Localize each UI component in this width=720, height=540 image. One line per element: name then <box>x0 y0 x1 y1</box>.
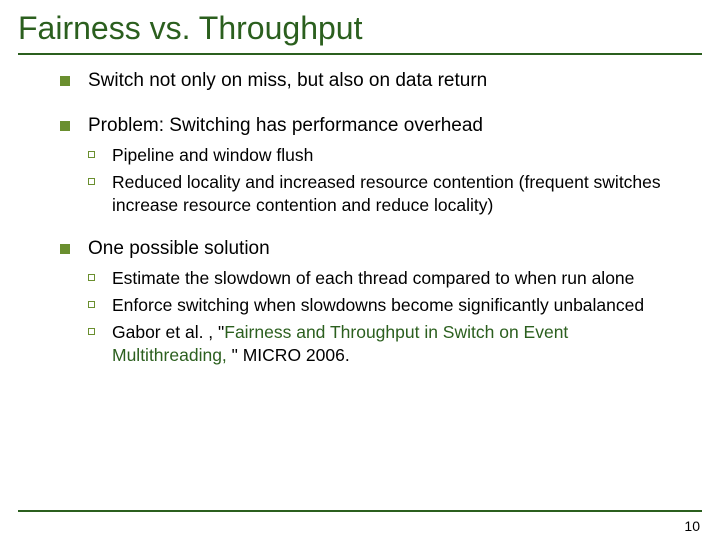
bullet-text: Switch not only on miss, but also on dat… <box>88 70 487 91</box>
cite-prefix: Gabor et al. , " <box>112 322 224 342</box>
bullet-level1: One possible solution Estimate the slowd… <box>60 237 680 367</box>
cite-suffix: " MICRO 2006. <box>227 345 350 365</box>
bullet-level2: Enforce switching when slowdowns become … <box>88 294 680 317</box>
bullet-level2: Pipeline and window flush <box>88 144 680 167</box>
title-rule <box>18 53 702 55</box>
bullet-text: Enforce switching when slowdowns become … <box>112 295 644 315</box>
hollow-square-icon <box>88 274 95 281</box>
bullet-text: Pipeline and window flush <box>112 145 313 165</box>
bullet-level1: Problem: Switching has performance overh… <box>60 114 680 217</box>
square-bullet-icon <box>60 121 70 131</box>
sub-list: Estimate the slowdown of each thread com… <box>88 267 680 366</box>
page-number: 10 <box>684 518 700 534</box>
bullet-level2: Reduced locality and increased resource … <box>88 171 680 217</box>
sub-list: Pipeline and window flush Reduced locali… <box>88 144 680 216</box>
bullet-level2: Estimate the slowdown of each thread com… <box>88 267 680 290</box>
hollow-square-icon <box>88 178 95 185</box>
bullet-text: Problem: Switching has performance overh… <box>88 115 483 136</box>
hollow-square-icon <box>88 301 95 308</box>
bullet-text: Estimate the slowdown of each thread com… <box>112 268 634 288</box>
slide-body: Switch not only on miss, but also on dat… <box>0 69 720 366</box>
slide-title: Fairness vs. Throughput <box>0 0 720 53</box>
bullet-level2: Gabor et al. , "Fairness and Throughput … <box>88 321 680 367</box>
hollow-square-icon <box>88 328 95 335</box>
square-bullet-icon <box>60 244 70 254</box>
slide: Fairness vs. Throughput Switch not only … <box>0 0 720 540</box>
citation-text: Gabor et al. , "Fairness and Throughput … <box>112 322 568 365</box>
square-bullet-icon <box>60 76 70 86</box>
hollow-square-icon <box>88 151 95 158</box>
bullet-level1: Switch not only on miss, but also on dat… <box>60 69 680 94</box>
bullet-text: One possible solution <box>88 238 270 259</box>
bullet-text: Reduced locality and increased resource … <box>112 172 661 215</box>
footer-rule <box>18 510 702 512</box>
